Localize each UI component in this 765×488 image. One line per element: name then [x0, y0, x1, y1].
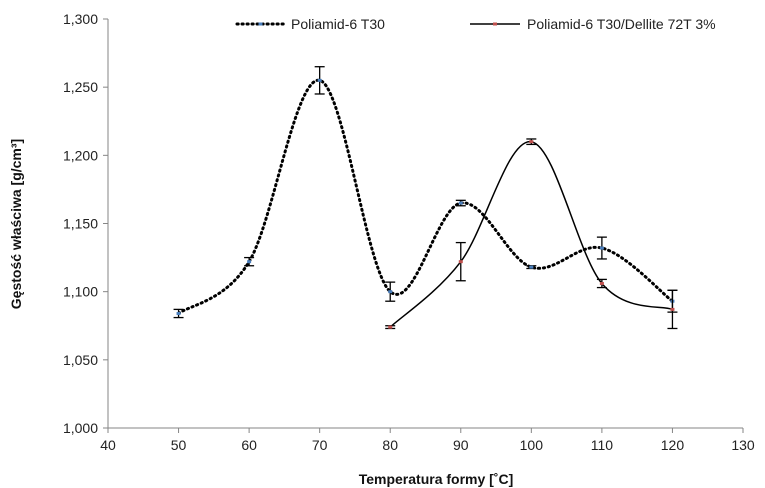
y-tick-label: 1,050: [63, 352, 98, 368]
x-tick-label: 50: [171, 437, 187, 453]
x-tick-label: 80: [382, 437, 398, 453]
y-axis-title: Gęstość właściwa [g/cm³]: [8, 139, 24, 309]
series-1-point: [599, 246, 604, 250]
y-tick-label: 1,100: [63, 284, 98, 300]
series-2-point: [458, 260, 463, 264]
x-tick-label: 100: [520, 437, 544, 453]
series-1-line: [177, 78, 674, 315]
series-1-point: [317, 78, 322, 82]
x-tick-label: 40: [100, 437, 116, 453]
series-2-line: [389, 140, 673, 328]
x-tick-label: 90: [453, 437, 469, 453]
series-1-point: [247, 260, 252, 264]
legend-label-series-1: Poliamid-6 T30: [291, 16, 385, 32]
series-1-point: [458, 201, 463, 205]
series-1-point: [529, 265, 534, 269]
y-tick-label: 1,000: [63, 420, 98, 436]
y-tick-label: 1,200: [63, 147, 98, 163]
series-1-point: [176, 311, 181, 315]
x-tick-label: 120: [661, 437, 685, 453]
series-1-point: [388, 290, 393, 294]
y-tick-label: 1,250: [63, 79, 98, 95]
legend: Poliamid-6 T30 Poliamid-6 T30/Dellite 72…: [235, 16, 716, 32]
x-tick-label: 130: [731, 437, 755, 453]
x-axis-title: Temperatura formy [˚C]: [359, 471, 514, 487]
legend-marker-series-2: [493, 22, 497, 26]
x-tick-label: 60: [241, 437, 257, 453]
series-layer: [173, 66, 678, 330]
axes: 40 50 60 70 80 90 100 110 120 130 1,000 1,050 1,100 1…: [63, 11, 755, 453]
y-tick-label: 1,300: [63, 11, 98, 27]
series-2-point: [388, 325, 393, 329]
series-2-point: [599, 281, 604, 285]
series-2-point: [670, 307, 675, 311]
series-2-point: [529, 140, 534, 144]
x-tick-label: 70: [312, 437, 328, 453]
x-tick-label: 110: [591, 437, 614, 453]
legend-label-series-2: Poliamid-6 T30/Dellite 72T 3%: [527, 16, 716, 32]
y-tick-label: 1,150: [63, 216, 98, 232]
legend-marker-series-1: [258, 22, 263, 26]
